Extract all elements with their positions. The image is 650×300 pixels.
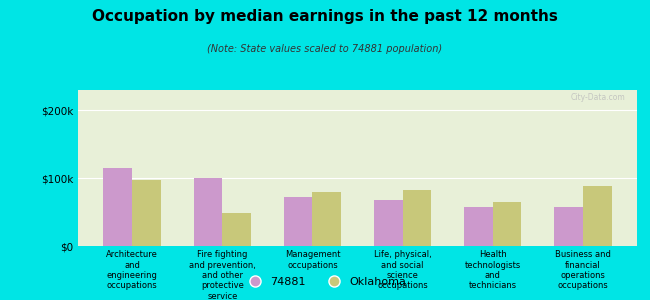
Text: Occupation by median earnings in the past 12 months: Occupation by median earnings in the pas… [92, 9, 558, 24]
Bar [583, 186, 612, 246]
Bar [464, 207, 493, 246]
Text: City-Data.com: City-Data.com [571, 93, 626, 102]
Bar [132, 179, 161, 246]
Bar [313, 192, 341, 246]
Bar [402, 190, 432, 246]
Bar [374, 200, 402, 246]
Bar [554, 207, 583, 246]
Legend: 74881, Oklahoma: 74881, Oklahoma [239, 273, 411, 291]
Bar [222, 213, 251, 246]
Bar [283, 197, 313, 246]
Bar [493, 202, 521, 246]
Bar [194, 178, 222, 246]
Bar [103, 168, 132, 246]
Text: (Note: State values scaled to 74881 population): (Note: State values scaled to 74881 popu… [207, 44, 443, 53]
